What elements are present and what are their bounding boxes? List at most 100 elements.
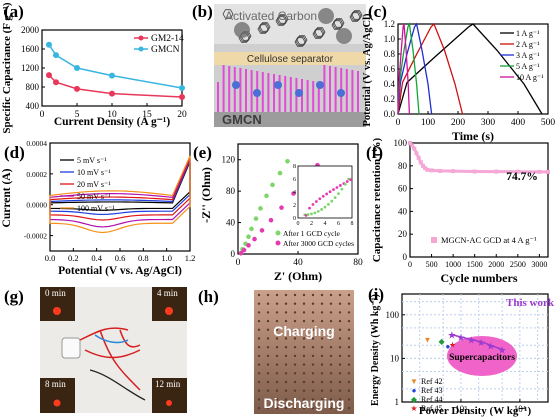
board-hole: [257, 302, 261, 305]
x-tick-label: 0.0: [45, 253, 56, 263]
chart-a-ylabel: Specific Capacitance (F g⁻¹): [1, 2, 13, 134]
discharging-label: Discharging: [264, 395, 345, 411]
led-board-dots: [257, 293, 351, 410]
chart-i-series: ★ ★ ★ ★ ★ ★▼●◆ ★: [423, 331, 506, 357]
x-tick-label: 1.2: [185, 253, 196, 263]
y-tick-label: 80: [398, 161, 408, 171]
panel-f-letter: (f): [366, 143, 383, 162]
inset-point-cycle1: [306, 213, 310, 216]
board-hole: [257, 319, 261, 323]
legend-label: 10 A g⁻¹: [516, 73, 544, 82]
axes-f-frame: [409, 142, 549, 258]
panel-a: (a) 0 5 10 15 20 400 800 1200 1600 2000 GM2-14GMC…: [1, 2, 187, 134]
photo-label-4min: 4 min: [157, 288, 178, 298]
legend-marker: [138, 35, 144, 41]
board-hole: [275, 319, 279, 323]
led-glow-4min: [165, 307, 173, 315]
board-hole: [320, 380, 324, 384]
board-hole: [293, 372, 297, 375]
retention-point: [410, 143, 415, 148]
inset-frame: [297, 165, 353, 219]
board-hole: [257, 389, 261, 392]
board-hole: [311, 311, 315, 314]
eis-point-After 3000 GCD cycles: [259, 228, 265, 233]
x-tick-label: 1000: [445, 260, 461, 269]
chart-i-legend: ▼ Ref 42 ● Ref 43◆ Ref 44 ★ Ref 45: [410, 377, 443, 413]
legend-label: 20 mV s⁻¹: [77, 180, 111, 189]
board-hole: [338, 354, 342, 358]
y-tick-label: 80: [226, 186, 236, 196]
carbon-hexagon: [312, 29, 324, 39]
board-hole: [320, 319, 324, 323]
board-hole: [293, 319, 297, 323]
legend-marker: [275, 230, 281, 236]
board-hole: [329, 398, 333, 401]
data-point-GM2-14: [53, 79, 59, 86]
board-hole: [266, 302, 270, 305]
blue-wire: [94, 334, 129, 344]
board-hole: [320, 363, 324, 366]
data-point-GMCN: [74, 65, 80, 71]
board-hole: [257, 372, 261, 375]
carbon-spheres: [234, 8, 352, 44]
board-hole: [338, 389, 342, 392]
board-hole: [347, 389, 351, 392]
carbon-hexagon: [257, 24, 269, 34]
y-tick-label: 0: [403, 252, 408, 262]
legend-marker: [138, 46, 144, 52]
board-hole: [302, 372, 306, 375]
series-line-3 A g⁻¹: [397, 22, 433, 115]
cv-curve-50 mV s⁻¹: [49, 157, 191, 228]
y-tick-label: 60: [398, 184, 408, 194]
chart-d-xlabel: Potential (V vs. Ag/AgCl): [58, 265, 182, 277]
chart-f-ylabel: Capacitance retention (%): [371, 137, 383, 262]
x-tick-label: 1500: [467, 260, 483, 269]
panel-f: (f) 0 500 1000 1500 2000 2500 3000 0 20 40 60 80 100…: [366, 137, 550, 285]
y-tick-label: 40: [398, 206, 408, 216]
board-hole: [302, 293, 306, 297]
board-hole: [275, 311, 279, 314]
legend-marker: ●: [412, 386, 417, 395]
ref-point-Ref 44: ◆: [439, 337, 446, 346]
chart-d-legend: 5 mV s⁻¹ 10 mV s⁻¹ 20 mV s⁻¹ 50 mV s⁻¹ 100 m…: [60, 156, 115, 213]
inset-point-cycle3000: [332, 188, 335, 191]
board-hole: [266, 363, 270, 366]
chart-f-xlabel: Cycle numbers: [441, 271, 518, 285]
board-hole: [293, 328, 297, 331]
eis-point-After 3000 GCD cycles: [279, 205, 284, 210]
board-hole: [266, 337, 270, 340]
legend-label: 50 mV s⁻¹: [77, 192, 111, 201]
panel-g-letter: (g): [4, 287, 24, 306]
board-hole: [266, 372, 270, 375]
retention-point: [418, 160, 423, 165]
charging-label: Charging: [273, 323, 334, 339]
retention-point: [451, 169, 456, 174]
board-hole: [329, 389, 333, 392]
inset-point-cycle1: [337, 192, 340, 195]
board-hole: [320, 398, 324, 401]
board-hole: [302, 346, 306, 349]
retention-point: [423, 166, 428, 171]
board-hole: [311, 380, 315, 384]
board-hole: [275, 406, 279, 410]
panel-a-letter: (a): [4, 2, 24, 21]
y-tick-label: 1200: [21, 63, 40, 73]
eis-point-After 1 GCD cycle: [277, 170, 283, 176]
red-wires: [79, 327, 141, 391]
x-tick-label: 0.4: [91, 253, 102, 263]
y-tick-label: 400: [26, 101, 40, 111]
board-hole: [329, 406, 333, 410]
board-hole: [347, 293, 351, 297]
y-tick-label: -0.0002: [24, 232, 47, 241]
board-hole: [320, 346, 324, 349]
photo-label-8min: 8 min: [45, 379, 66, 389]
this-work-point: ★: [486, 341, 495, 352]
inset-point-cycle1: [310, 212, 313, 216]
substrate: [214, 112, 366, 127]
y-tick-label: 0: [231, 249, 236, 259]
y-tick-label: 1: [395, 397, 400, 407]
board-hole: [284, 363, 288, 366]
board-hole: [347, 380, 351, 384]
board-hole: [347, 311, 351, 314]
